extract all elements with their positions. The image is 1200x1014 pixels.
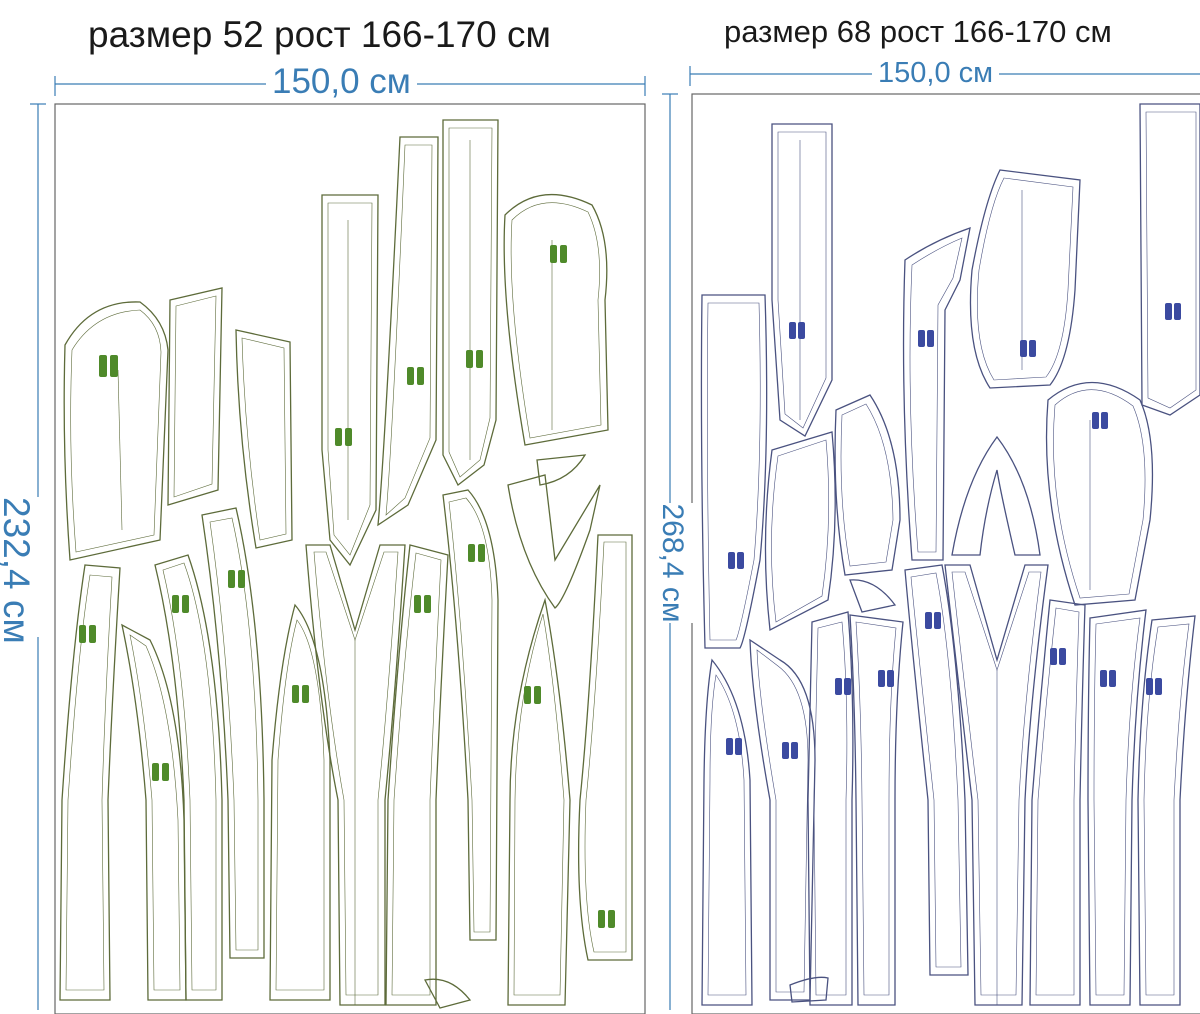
pattern-piece xyxy=(951,435,1041,556)
garment-figure-icon xyxy=(172,595,179,613)
pattern-piece xyxy=(63,301,169,561)
pattern-piece xyxy=(764,431,836,632)
garment-figure-icon xyxy=(728,552,735,569)
garment-figure-icon xyxy=(550,245,557,263)
pattern-piece xyxy=(849,614,904,1006)
pattern-piece xyxy=(1087,609,1147,1006)
pattern-piece xyxy=(577,534,633,961)
height-dimension-label-size-52: 232,4 см xyxy=(0,497,41,644)
garment-figure-icon xyxy=(292,685,299,703)
garment-figure-icon xyxy=(1165,303,1172,320)
pattern-piece xyxy=(121,623,187,1001)
pattern-piece xyxy=(507,597,571,1006)
garment-figure-icon xyxy=(1050,648,1057,665)
garment-figure-icon xyxy=(925,612,932,629)
pattern-piece xyxy=(167,287,223,506)
pattern-piece xyxy=(834,394,901,576)
pattern-piece xyxy=(969,169,1081,389)
garment-figure-icon xyxy=(789,322,796,339)
pattern-piece xyxy=(771,123,833,437)
pattern-pieces-size-52 xyxy=(59,119,633,1009)
pattern-piece xyxy=(235,329,293,549)
garment-figure-icon xyxy=(878,670,885,687)
garment-figure-icon xyxy=(1092,412,1099,429)
pattern-pieces-size-68 xyxy=(700,103,1200,1006)
pattern-piece xyxy=(1045,381,1154,606)
pattern-piece xyxy=(902,227,971,561)
pattern-piece xyxy=(442,119,499,486)
garment-figure-icon xyxy=(335,428,342,446)
figure-icons-size-52 xyxy=(79,245,615,928)
garment-figure-icon xyxy=(228,570,235,588)
pattern-piece xyxy=(1139,103,1200,416)
garment-figure-icon xyxy=(1020,340,1027,357)
garment-figure-icon xyxy=(1146,678,1153,695)
layout-title-size-52: размер 52 рост 166-170 см xyxy=(88,14,551,55)
pattern-piece xyxy=(305,544,406,1006)
pattern-piece xyxy=(536,454,587,486)
garment-figure-icon xyxy=(79,625,86,643)
pattern-piece xyxy=(849,579,897,613)
sheet-frame-size-52 xyxy=(54,103,646,1014)
pattern-piece xyxy=(749,638,816,1001)
garment-figure-icon xyxy=(1100,670,1107,687)
pattern-piece xyxy=(944,564,1049,1006)
figure-icons-size-68 xyxy=(726,303,1181,759)
pattern-piece xyxy=(700,294,768,649)
pattern-piece xyxy=(789,976,829,1003)
layout-title-size-68: размер 68 рост 166-170 см xyxy=(724,14,1112,49)
pattern-piece xyxy=(59,564,121,1001)
garment-figure-icon xyxy=(466,350,473,368)
pattern-piece xyxy=(201,507,265,959)
height-dimension-label-size-68: 268,4 см xyxy=(651,503,693,623)
garment-figure-icon xyxy=(414,595,421,613)
pattern-piece xyxy=(701,658,753,1006)
pattern-piece xyxy=(321,194,379,567)
pattern-piece xyxy=(269,603,331,1001)
garment-figure-icon xyxy=(835,678,842,695)
pattern-piece xyxy=(507,474,601,609)
pattern-piece xyxy=(807,611,854,1006)
garment-figure-icon xyxy=(782,742,789,759)
pattern-piece xyxy=(154,554,223,1001)
pattern-piece xyxy=(424,978,472,1009)
garment-figure-icon xyxy=(726,738,733,755)
pattern-piece xyxy=(1137,615,1196,1006)
pattern-piece xyxy=(503,194,609,446)
garment-figure-icon xyxy=(407,367,414,385)
width-dimension-label-size-68: 150,0 см xyxy=(872,57,1000,90)
pattern-piece xyxy=(385,544,449,1006)
garment-figure-icon xyxy=(152,763,159,781)
pattern-piece xyxy=(377,136,439,527)
sheet-frame-size-68 xyxy=(691,93,1200,1014)
pattern-piece xyxy=(442,489,499,941)
pattern-piece xyxy=(1029,599,1086,1006)
garment-figure-icon xyxy=(918,330,925,347)
width-dimension-label-size-52: 150,0 см xyxy=(266,62,417,102)
garment-figure-icon xyxy=(524,686,531,704)
garment-figure-icon xyxy=(468,544,475,562)
garment-figure-icon xyxy=(598,910,605,928)
pattern-piece xyxy=(904,564,969,976)
garment-figure-icon xyxy=(99,355,107,377)
